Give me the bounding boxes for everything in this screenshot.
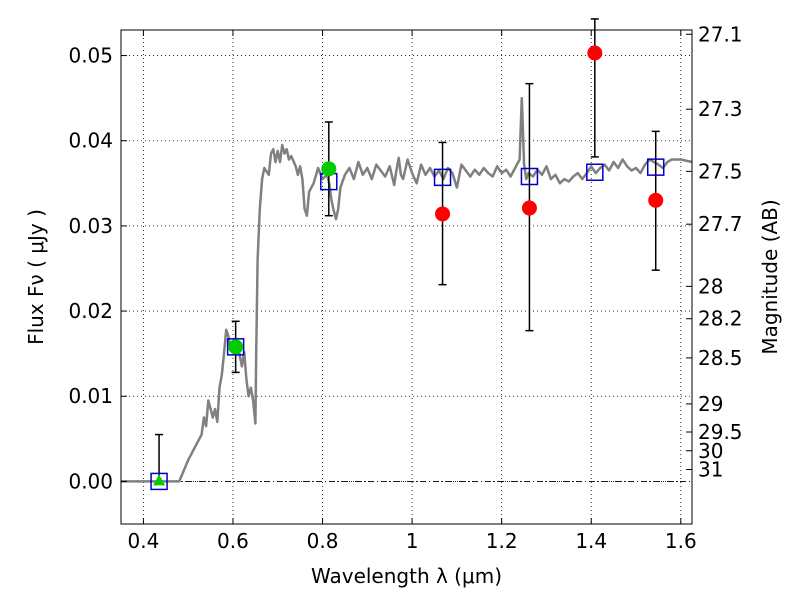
magnitude-tick-label: 27.3 [698,97,743,121]
magnitude-tick-label: 31 [698,457,723,481]
x-tick-label: 1.2 [486,529,518,553]
magnitude-tick-label: 27.1 [698,22,743,46]
y-axis-label: Flux Fν ( μJy ) [24,209,48,345]
model-photometry-square [433,168,452,187]
y-tick-label: 0.02 [68,299,113,323]
upper-limit-triangle [153,474,166,486]
ir-photometry-point [587,45,603,61]
plot-frame [120,29,693,525]
x-tick-labels: 0.4 0.6 0.8 1 1.2 1.4 1.6 [127,529,696,553]
magnitude-tick-label: 28 [698,274,723,298]
model-photometry-square [586,163,604,181]
magnitude-tick-label: 29 [698,392,723,416]
ir-photometry-point [521,200,537,216]
x-tick-label: 0.6 [217,529,249,553]
x-axis-label: Wavelength λ (μm) [311,564,502,588]
magnitude-tick-label: 28.5 [698,346,743,370]
right-axis-label: Magnitude (AB) [758,199,782,354]
y-tick-label: 0.03 [68,214,113,238]
model-photometry-squares [150,158,665,491]
magnitude-tick-label: 29.5 [698,420,743,444]
ir-photometry-point [648,192,664,208]
detection-point [321,161,337,177]
y-tick-label: 0.05 [68,44,113,68]
magnitude-tick-label: 28.2 [698,307,743,331]
model-spectrum [121,96,693,483]
magnitude-tick-label: 27.5 [698,159,743,183]
model-photometry-square [226,338,245,356]
detection-point [228,339,244,355]
spectrum-line [121,96,693,483]
x-tick-label: 1.4 [575,529,607,553]
magnitude-tick-label: 27.7 [698,212,743,236]
y-tick-label: 0.04 [68,129,113,153]
observed-points [153,45,664,486]
magnitude-tick-label: 30 [698,439,723,463]
y-tick-label: 0.01 [68,384,113,408]
y-tick-labels: 0.00 0.01 0.02 0.03 0.04 0.05 [68,44,113,494]
x-tick-label: 1.6 [665,529,697,553]
model-photometry-square [646,158,665,176]
model-photometry-square [520,167,539,186]
x-tick-label: 0.8 [307,529,339,553]
ir-photometry-point [435,206,451,222]
axis-ticks [121,30,692,524]
x-tick-label: 0.4 [127,529,159,553]
model-photometry-square [150,472,168,491]
y-tick-label: 0.00 [68,469,113,493]
x-tick-label: 1 [406,529,419,553]
